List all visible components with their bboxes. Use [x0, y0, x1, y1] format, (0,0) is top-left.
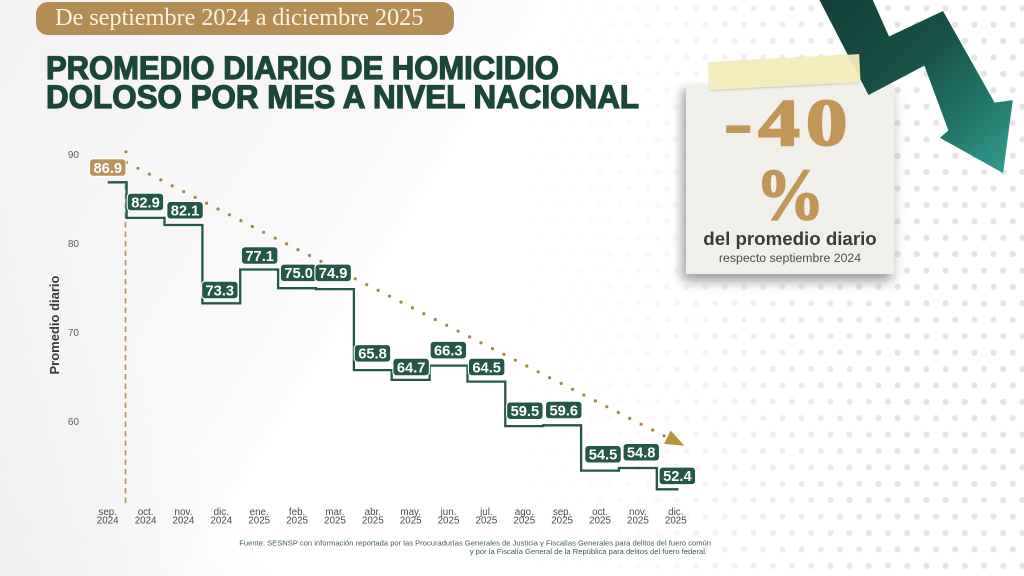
svg-text:64.7: 64.7 [397, 360, 426, 376]
svg-text:feb.2025: feb. 2025 [286, 507, 308, 527]
svg-text:54.5: 54.5 [589, 448, 618, 464]
svg-text:59.6: 59.6 [550, 403, 579, 419]
svg-text:oct.2025: oct. 2025 [589, 507, 611, 527]
svg-text:Promedio diario: Promedio diario [47, 275, 62, 374]
svg-text:64.5: 64.5 [472, 360, 501, 376]
svg-text:nov.2024: nov. 2024 [173, 507, 195, 527]
svg-text:dic.2025: dic. 2025 [665, 507, 687, 527]
svg-text:abr.2025: abr. 2025 [362, 507, 384, 527]
svg-text:80: 80 [68, 239, 80, 250]
svg-text:mar.2025: mar. 2025 [324, 507, 346, 527]
svg-text:75.0: 75.0 [284, 266, 313, 282]
svg-text:ago.2025: ago. 2025 [513, 507, 535, 527]
svg-text:jul.2025: jul. 2025 [476, 507, 498, 527]
svg-text:60: 60 [68, 417, 80, 428]
svg-text:52.4: 52.4 [663, 469, 692, 485]
svg-text:82.9: 82.9 [131, 195, 160, 211]
svg-text:nov.2025: nov. 2025 [627, 507, 649, 527]
svg-text:sep.2024: sep. 2024 [97, 507, 119, 527]
svg-text:dic.2024: dic. 2024 [210, 507, 232, 527]
svg-text:y por la Fiscalía General de l: y por la Fiscalía General de la Repúblic… [470, 547, 707, 556]
svg-text:ene.2025: ene. 2025 [248, 507, 270, 527]
svg-text:65.8: 65.8 [358, 347, 387, 363]
svg-text:jun.2025: jun. 2025 [438, 507, 460, 527]
svg-text:may.2025: may. 2025 [400, 507, 422, 527]
svg-text:59.5: 59.5 [511, 404, 540, 420]
svg-text:Fuente: SESNSP con información: Fuente: SESNSP con información reportada… [239, 539, 711, 548]
svg-text:sep.2025: sep. 2025 [551, 507, 573, 527]
svg-text:oct.2024: oct. 2024 [135, 507, 157, 527]
svg-text:73.3: 73.3 [206, 283, 235, 299]
svg-text:74.9: 74.9 [319, 266, 348, 282]
svg-text:82.1: 82.1 [171, 204, 200, 220]
svg-text:77.1: 77.1 [245, 249, 274, 265]
svg-text:90: 90 [68, 150, 80, 161]
svg-text:86.9: 86.9 [94, 161, 123, 177]
svg-text:70: 70 [68, 328, 80, 339]
svg-text:66.3: 66.3 [434, 343, 463, 359]
svg-text:54.8: 54.8 [627, 446, 656, 462]
